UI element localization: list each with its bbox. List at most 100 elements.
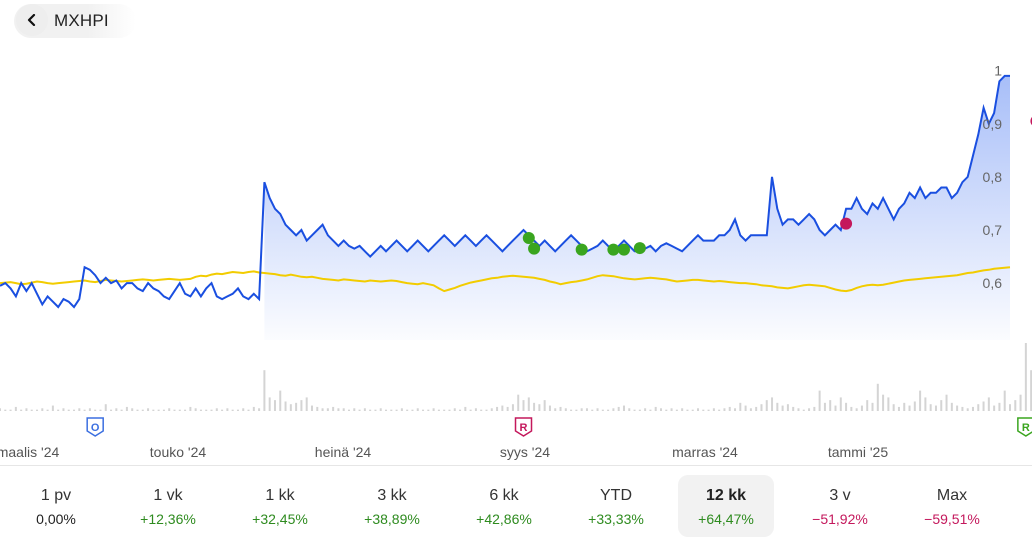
volume-bar: [580, 408, 583, 411]
volume-bar: [120, 409, 123, 411]
volume-bar: [205, 409, 208, 411]
period-label: 1 kk: [265, 487, 295, 504]
period-option[interactable]: 3 kk +38,89%: [344, 475, 440, 537]
volume-bar: [51, 405, 54, 411]
period-option[interactable]: YTD +33,33%: [568, 475, 664, 537]
volume-bar: [141, 409, 144, 411]
price-area-fill: [264, 75, 1010, 341]
volume-bar: [88, 408, 91, 411]
volume-bar: [464, 406, 467, 411]
volume-bar: [496, 406, 499, 411]
volume-bar: [99, 409, 102, 411]
volume-bar: [548, 405, 551, 411]
volume-bar: [374, 409, 377, 411]
volume-bar: [199, 409, 202, 411]
volume-bar: [25, 408, 28, 411]
event-badge[interactable]: R: [1017, 417, 1032, 437]
volume-bar: [78, 408, 81, 411]
buy-marker[interactable]: [528, 242, 541, 255]
volume-bar: [855, 408, 858, 411]
period-option[interactable]: 1 pv 0,00%: [8, 475, 104, 537]
event-badge[interactable]: R: [514, 417, 533, 437]
volume-bar: [67, 409, 70, 411]
buy-marker[interactable]: [617, 243, 630, 256]
buy-marker[interactable]: [575, 243, 588, 256]
volume-bar: [157, 409, 160, 411]
volume-bar: [242, 408, 245, 411]
event-badge[interactable]: O: [86, 417, 104, 437]
volume-bar: [300, 400, 303, 411]
period-option[interactable]: 1 vk +12,36%: [120, 475, 216, 537]
price-chart-svg: 1 0,9 0,8 0,7 0,6 O R R maalis '24 touko '24 hei…: [0, 63, 1032, 460]
period-option[interactable]: 1 kk +32,45%: [232, 475, 328, 537]
period-label: 12 kk: [705, 487, 747, 504]
event-badge-shape: [1017, 417, 1032, 437]
volume-bar: [866, 400, 869, 411]
volume-bar: [776, 402, 779, 411]
volume-bar: [966, 408, 969, 411]
volume-bar: [289, 404, 292, 411]
volume-bar: [173, 409, 176, 411]
volume-bar: [929, 404, 932, 411]
volume-bar: [443, 409, 446, 411]
buy-marker[interactable]: [607, 243, 620, 256]
volume-bar: [1014, 400, 1017, 411]
period-option[interactable]: 3 v −51,92%: [792, 475, 888, 537]
volume-bar: [46, 409, 49, 411]
period-option[interactable]: 6 kk +42,86%: [456, 475, 552, 537]
buy-marker[interactable]: [633, 242, 646, 255]
volume-bar: [850, 406, 853, 411]
volume-bar: [818, 390, 821, 411]
buy-marker[interactable]: [522, 231, 535, 244]
volume-bar: [961, 406, 964, 411]
back-button[interactable]: [16, 4, 48, 36]
price-chart[interactable]: 1 0,9 0,8 0,7 0,6 O R R maalis '24 touko '24 hei…: [0, 40, 1032, 470]
sell-marker[interactable]: [840, 217, 853, 230]
volume-bar: [422, 409, 425, 411]
volume-bar: [897, 406, 900, 411]
period-option[interactable]: Max −59,51%: [904, 475, 1000, 537]
event-badge-shape: [514, 417, 533, 437]
volume-bar: [591, 409, 594, 411]
volume-bar: [490, 408, 493, 411]
volume-bar: [432, 408, 435, 411]
volume-bar: [760, 404, 763, 411]
volume-bar: [638, 409, 641, 411]
volume-bar: [506, 406, 509, 411]
volume-bar: [501, 405, 504, 411]
volume-bar: [41, 408, 44, 411]
volume-bar: [400, 408, 403, 411]
volume-bar: [236, 409, 239, 411]
volume-bar: [480, 409, 483, 411]
volume-bar: [1024, 343, 1027, 411]
period-label: YTD: [600, 487, 632, 504]
volume-bar: [94, 409, 97, 411]
volume-bars: [0, 343, 1032, 411]
y-tick-label: 0,7: [983, 222, 1003, 238]
volume-bar: [792, 406, 795, 411]
volume-bar: [612, 408, 615, 411]
divider: [0, 465, 1032, 466]
volume-bar: [675, 409, 678, 411]
volume-bar: [919, 390, 922, 411]
volume-bar: [0, 408, 1, 411]
volume-bar: [4, 409, 7, 411]
volume-bar: [617, 406, 620, 411]
volume-bar: [892, 404, 895, 411]
volume-bar: [390, 409, 393, 411]
volume-bar: [162, 409, 165, 411]
volume-bar: [511, 404, 514, 411]
volume-bar: [971, 406, 974, 411]
period-label: 3 v: [829, 487, 851, 504]
y-tick-label: 0,6: [983, 275, 1003, 291]
volume-bar: [956, 405, 959, 411]
volume-bar: [771, 397, 774, 411]
period-option[interactable]: 12 kk +64,47%: [678, 475, 774, 537]
volume-bar: [295, 402, 298, 411]
volume-bar: [258, 408, 261, 411]
volume-bar: [316, 406, 319, 411]
volume-bar: [585, 408, 588, 411]
event-badge-letter: R: [520, 422, 528, 434]
volume-bar: [406, 409, 409, 411]
volume-bar: [369, 409, 372, 411]
